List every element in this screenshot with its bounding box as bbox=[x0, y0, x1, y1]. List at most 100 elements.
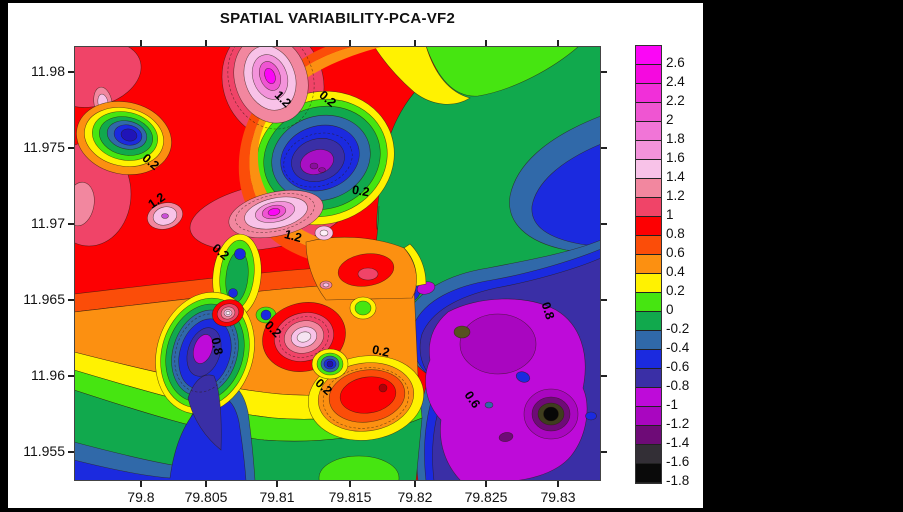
colorbar-cell bbox=[636, 331, 661, 350]
colorbar-cell bbox=[636, 274, 661, 293]
colorbar-cell bbox=[636, 388, 661, 407]
y-axis-label: 11.965 bbox=[23, 290, 65, 307]
colorbar-cell bbox=[636, 141, 661, 160]
colorbar-label: 2.6 bbox=[666, 55, 685, 70]
x-axis-label: 79.825 bbox=[464, 489, 508, 505]
black-minimum bbox=[543, 406, 559, 422]
y-tick-left bbox=[68, 223, 74, 225]
x-axis-label: 79.83 bbox=[540, 489, 576, 505]
x-axis-label: 79.81 bbox=[259, 489, 295, 505]
colorbar-label: 0.4 bbox=[666, 264, 685, 279]
colorbar-label: 0.6 bbox=[666, 245, 685, 260]
x-tick-top bbox=[557, 40, 559, 46]
contour-art: 1.2 0.20.21.2 0.21.20.20.20.8 0.20.20.80.6 bbox=[74, 46, 601, 481]
colorbar-cell bbox=[636, 236, 661, 255]
colorbar-cell bbox=[636, 426, 661, 445]
colorbar-label: 1.8 bbox=[666, 131, 685, 146]
y-tick-left bbox=[68, 299, 74, 301]
colorbar-label: 2.4 bbox=[666, 74, 685, 89]
y-axis-label: 11.98 bbox=[31, 63, 65, 79]
colorbar-cell bbox=[636, 160, 661, 179]
contour-line-label: 0.2 bbox=[371, 342, 391, 359]
colorbar-cell bbox=[636, 198, 661, 217]
x-tick-bottom bbox=[205, 481, 207, 487]
colorbar-cell bbox=[636, 293, 661, 312]
x-tick-top bbox=[349, 40, 351, 46]
plot-area: 1.2 0.2 0.2 1.2 0.2 1.2 0.2 0.2 0.8 0.2 0.2 0.8 0.6 bbox=[74, 46, 601, 481]
y-tick-right bbox=[601, 451, 607, 453]
x-tick-bottom bbox=[140, 481, 142, 487]
colorbar-cell bbox=[636, 445, 661, 464]
colorbar-label: 1.2 bbox=[666, 188, 685, 203]
colorbar-cell bbox=[636, 103, 661, 122]
colorbar-label: -1.4 bbox=[666, 435, 690, 450]
low-center-left bbox=[192, 334, 214, 364]
x-axis-label: 79.8 bbox=[127, 489, 155, 505]
y-tick-right bbox=[601, 147, 607, 149]
y-tick-left bbox=[68, 375, 74, 377]
colorbar-label: 2.2 bbox=[666, 93, 685, 108]
contour-map: 1.2 0.20.21.2 0.21.20.20.20.8 0.20.20.80.6 bbox=[74, 46, 601, 481]
colorbar-cell bbox=[636, 179, 661, 198]
peak-lower-center bbox=[296, 331, 312, 343]
colorbar-label: 1 bbox=[666, 207, 674, 222]
colorbar-label: 1.6 bbox=[666, 150, 685, 165]
y-tick-right bbox=[601, 223, 607, 225]
colorbar-label: 0 bbox=[666, 302, 674, 317]
contour-line-label: 0.8 bbox=[538, 300, 557, 321]
plot-border bbox=[74, 46, 601, 481]
chart-title: SPATIAL VARIABILITY-PCA-VF2 bbox=[219, 10, 456, 27]
chart-page: SPATIAL VARIABILITY-PCA-VF2 bbox=[8, 3, 703, 508]
x-tick-top bbox=[485, 40, 487, 46]
colorbar-label: -1.6 bbox=[666, 454, 690, 469]
x-axis-label: 79.82 bbox=[397, 489, 433, 505]
colorbar-label: 0.2 bbox=[666, 283, 685, 298]
colorbar-cell bbox=[636, 217, 661, 236]
colorbar bbox=[635, 45, 662, 484]
colorbar-cell bbox=[636, 350, 661, 369]
colorbar-cell bbox=[636, 84, 661, 103]
x-tick-bottom bbox=[485, 481, 487, 487]
x-tick-top bbox=[276, 40, 278, 46]
colorbar-label: -0.6 bbox=[666, 359, 690, 374]
colorbar-label: -1.2 bbox=[666, 416, 690, 431]
y-tick-right bbox=[601, 375, 607, 377]
y-tick-left bbox=[68, 451, 74, 453]
y-tick-right bbox=[601, 71, 607, 73]
colorbar-label: 2 bbox=[666, 112, 674, 127]
y-tick-left bbox=[68, 71, 74, 73]
colorbar-cell bbox=[636, 464, 661, 483]
x-tick-bottom bbox=[276, 481, 278, 487]
colorbar-label: -0.4 bbox=[666, 340, 690, 355]
x-axis-label: 79.815 bbox=[328, 489, 372, 505]
colorbar-cell bbox=[636, 46, 661, 65]
colorbar-label: -1.8 bbox=[666, 473, 690, 488]
colorbar-cell bbox=[636, 65, 661, 84]
y-axis-label: 11.975 bbox=[23, 139, 65, 155]
x-axis-label: 79.805 bbox=[184, 489, 228, 505]
colorbar-cell bbox=[636, 312, 661, 331]
colorbar-cell bbox=[636, 255, 661, 274]
colorbar-label: -1 bbox=[666, 397, 679, 412]
peak-top-center bbox=[264, 68, 276, 84]
x-tick-bottom bbox=[414, 481, 416, 487]
colorbar-label: -0.8 bbox=[666, 378, 690, 393]
y-axis-label: 11.97 bbox=[31, 215, 65, 231]
x-tick-bottom bbox=[557, 481, 559, 487]
x-tick-top bbox=[140, 40, 142, 46]
contour-line-label: 1.2 bbox=[283, 227, 303, 245]
colorbar-label: -0.2 bbox=[666, 321, 690, 336]
x-tick-top bbox=[414, 40, 416, 46]
colorbar-label: 1.4 bbox=[666, 169, 685, 184]
colorbar-label: 0.8 bbox=[666, 226, 685, 241]
contour-line-label: 0.8 bbox=[208, 336, 225, 356]
y-axis-label: 11.955 bbox=[23, 442, 65, 459]
x-tick-top bbox=[205, 40, 207, 46]
y-axis-label: 11.96 bbox=[31, 366, 65, 383]
peak-center bbox=[267, 208, 281, 216]
colorbar-cell bbox=[636, 122, 661, 141]
colorbar-cell bbox=[636, 407, 661, 426]
y-tick-right bbox=[601, 299, 607, 301]
y-tick-left bbox=[68, 147, 74, 149]
